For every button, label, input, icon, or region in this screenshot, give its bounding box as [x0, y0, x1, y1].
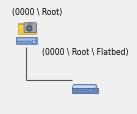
FancyBboxPatch shape [72, 88, 98, 93]
FancyBboxPatch shape [17, 39, 36, 41]
FancyBboxPatch shape [15, 37, 37, 45]
FancyBboxPatch shape [19, 26, 35, 29]
FancyBboxPatch shape [73, 86, 94, 88]
FancyBboxPatch shape [28, 24, 32, 26]
FancyBboxPatch shape [18, 25, 36, 35]
Polygon shape [90, 89, 93, 92]
Text: (0000 \ Root): (0000 \ Root) [12, 8, 62, 17]
FancyBboxPatch shape [33, 41, 35, 44]
Polygon shape [72, 85, 97, 89]
Circle shape [26, 26, 32, 32]
FancyBboxPatch shape [18, 24, 26, 27]
FancyBboxPatch shape [24, 23, 36, 33]
Text: (0000 \ Root \ Flatbed): (0000 \ Root \ Flatbed) [42, 48, 128, 57]
Circle shape [28, 27, 31, 31]
